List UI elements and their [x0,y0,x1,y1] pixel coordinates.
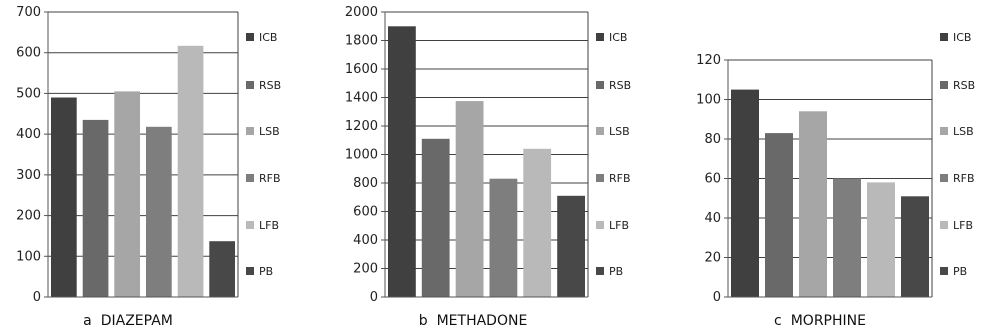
legend-swatch-rsb [940,81,948,89]
y-tick-label: 700 [16,5,41,20]
caption-title: METHADONE [437,313,528,329]
y-tick-label: 400 [16,127,41,142]
legend-swatch-rfb [940,174,948,182]
legend-label-rfb: RFB [259,172,281,185]
y-tick-label: 0 [370,290,378,305]
bar-lsb [799,111,827,297]
bar-lfb [523,148,552,297]
bar-rsb [421,138,450,297]
bar-rsb [82,119,109,298]
caption-letter: b [419,313,428,329]
y-tick-label: 40 [704,211,721,226]
y-tick-label: 200 [353,262,378,277]
chart-panel-c: 0 20 40 60 80 100 120 ICB RSB LSB RFB LFB PB c MORPHIN… [696,31,975,329]
y-tick-label: 120 [696,53,721,68]
y-tick-label: 1800 [345,34,378,49]
y-tick-label: 0 [33,290,41,305]
bar-lsb [114,91,140,298]
legend-swatch-lsb [940,127,948,135]
y-tick-label: 80 [704,132,721,147]
y-tick-label: 1600 [345,62,378,77]
legend-label-lsb: LSB [953,125,974,138]
legend-label-rsb: RSB [953,79,975,92]
chart-caption: c MORPHINE [774,313,866,329]
legend-label-lfb: LFB [609,219,629,232]
bar-rfb [146,126,172,297]
bar-icb [51,97,77,297]
y-tick-label: 60 [704,172,721,187]
legend-label-lfb: LFB [953,219,973,232]
legend-label-pb: PB [259,265,273,278]
legend-label-rfb: RFB [609,172,631,185]
legend-swatch-icb [596,33,604,41]
chart-panel-b: 0 200 400 600 800 1000 1200 1400 1600 1800 2000 ICB… [345,5,631,329]
legend-swatch-icb [246,33,254,41]
chart-panel-a: 0 100 200 300 400 500 600 700 ICB RSB LSB RFB LFB PB a… [16,5,281,329]
y-tick-label: 600 [353,205,378,220]
bar-pb [901,196,929,297]
legend-label-icb: ICB [609,31,627,44]
bar-rsb [765,133,793,297]
legend-swatch-rsb [246,81,254,89]
legend-swatch-pb [246,267,254,275]
legend-label-lsb: LSB [609,125,630,138]
legend-swatch-lsb [596,127,604,135]
legend-swatch-icb [940,33,948,41]
legend-swatch-lfb [940,221,948,229]
legend-swatch-pb [596,267,604,275]
legend-swatch-lfb [246,221,254,229]
caption-title: MORPHINE [791,313,866,329]
legend-swatch-rfb [596,174,604,182]
legend-label-pb: PB [953,265,967,278]
y-tick-label: 800 [353,176,378,191]
bar-pb [557,195,585,297]
caption-title: DIAZEPAM [101,313,173,329]
legend-swatch-rfb [246,174,254,182]
bar-lfb [177,45,204,297]
y-tick-label: 1200 [345,119,378,134]
y-tick-label: 100 [696,93,721,108]
legend-label-rsb: RSB [609,79,631,92]
bar-rfb [489,178,518,297]
legend-label-pb: PB [609,265,623,278]
y-tick-label: 100 [16,249,41,264]
y-tick-label: 400 [353,233,378,248]
legend-swatch-pb [940,267,948,275]
legend-swatch-lsb [246,127,254,135]
legend-label-rsb: RSB [259,79,281,92]
legend-label-icb: ICB [259,31,277,44]
legend-swatch-rsb [596,81,604,89]
y-tick-label: 2000 [345,5,378,20]
y-tick-label: 1400 [345,91,378,106]
bar-pb [209,241,235,297]
legend-label-rfb: RFB [953,172,975,185]
caption-letter: a [83,313,92,329]
y-tick-label: 20 [704,251,721,266]
chart-caption: b METHADONE [419,313,528,329]
bar-rfb [833,178,861,297]
y-tick-label: 200 [16,209,41,224]
bar-icb [388,26,416,298]
y-tick-label: 0 [713,290,721,305]
y-tick-label: 300 [16,168,41,183]
bar-lfb [867,182,895,297]
y-tick-label: 600 [16,46,41,61]
bar-lsb [455,101,484,297]
y-tick-label: 500 [16,86,41,101]
chart-caption: a DIAZEPAM [83,313,173,329]
bar-icb [731,89,759,297]
legend-label-lsb: LSB [259,125,280,138]
caption-letter: c [774,313,782,329]
legend-swatch-lfb [596,221,604,229]
legend-label-icb: ICB [953,31,971,44]
y-tick-label: 1000 [345,148,378,163]
legend-label-lfb: LFB [259,219,279,232]
